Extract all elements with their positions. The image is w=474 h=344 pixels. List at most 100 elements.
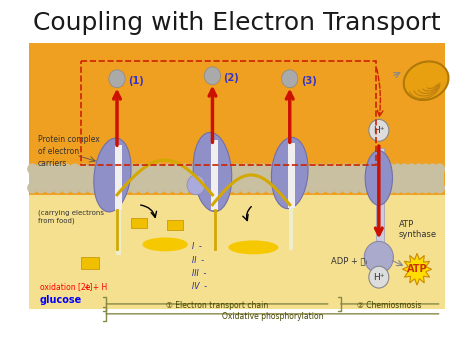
Bar [288,143,295,208]
Circle shape [369,266,389,288]
Circle shape [317,164,326,174]
Circle shape [198,164,207,174]
Circle shape [28,164,37,174]
Text: ADP + Ⓟᵢ: ADP + Ⓟᵢ [331,257,367,266]
Circle shape [325,164,334,174]
Circle shape [79,164,88,174]
Circle shape [155,164,164,174]
Circle shape [342,183,351,193]
Circle shape [79,183,88,193]
Text: Oxidative phosphorylation: Oxidative phosphorylation [222,312,323,321]
Circle shape [428,164,437,174]
Text: H⁺: H⁺ [373,273,384,282]
Bar [289,196,293,250]
Circle shape [240,183,249,193]
Circle shape [368,183,377,193]
Circle shape [368,164,377,174]
Circle shape [400,183,409,193]
Circle shape [232,183,241,193]
Circle shape [421,183,430,193]
Ellipse shape [193,132,232,212]
Circle shape [369,119,389,141]
Circle shape [121,164,130,174]
Circle shape [138,183,147,193]
Circle shape [54,183,63,193]
Text: ATP: ATP [407,264,428,274]
Circle shape [187,175,205,195]
Circle shape [198,183,207,193]
Circle shape [393,183,402,193]
Circle shape [172,183,182,193]
Circle shape [223,164,232,174]
Bar [376,148,384,257]
Circle shape [414,164,423,174]
Circle shape [54,164,63,174]
Bar [381,169,444,188]
Circle shape [283,183,292,193]
Ellipse shape [228,240,278,254]
Bar [81,257,99,269]
Circle shape [232,164,241,174]
Circle shape [386,183,395,193]
Circle shape [206,164,215,174]
Circle shape [45,183,54,193]
Circle shape [435,183,444,193]
Circle shape [257,183,266,193]
Circle shape [96,164,105,174]
Circle shape [96,183,105,193]
Circle shape [121,183,130,193]
Ellipse shape [94,138,131,212]
Circle shape [36,183,46,193]
Circle shape [181,183,190,193]
Bar [29,195,445,309]
Circle shape [28,183,37,193]
Bar [81,61,376,165]
Circle shape [351,164,360,174]
Circle shape [291,183,300,193]
Circle shape [172,164,182,174]
Bar [29,43,445,309]
Circle shape [359,183,368,193]
Circle shape [223,183,232,193]
Circle shape [359,164,368,174]
Circle shape [87,183,96,193]
Circle shape [215,183,224,193]
Circle shape [70,183,80,193]
Circle shape [274,183,283,193]
Bar [29,169,383,188]
Text: ATP
synthase: ATP synthase [399,220,437,239]
Circle shape [317,183,326,193]
Text: (3): (3) [301,76,316,86]
Circle shape [147,164,156,174]
Circle shape [249,164,258,174]
Circle shape [155,183,164,193]
Circle shape [138,164,147,174]
Circle shape [334,183,343,193]
Text: +]: +] [83,282,93,291]
Circle shape [130,183,139,193]
Bar [167,219,183,229]
Circle shape [342,164,351,174]
Circle shape [113,164,122,174]
Text: I  -
II  -
III  -
IV  -: I - II - III - IV - [192,243,208,291]
Circle shape [379,164,388,174]
Circle shape [300,183,309,193]
Circle shape [87,164,96,174]
Circle shape [45,164,54,174]
Circle shape [215,164,224,174]
Circle shape [428,183,437,193]
Text: ② Chemiosmosis: ② Chemiosmosis [357,301,422,310]
Circle shape [206,183,215,193]
Circle shape [249,183,258,193]
Circle shape [62,164,71,174]
Circle shape [113,183,122,193]
Circle shape [274,164,283,174]
Text: oxidation [2e + H: oxidation [2e + H [40,282,107,291]
Text: (1): (1) [128,76,144,86]
Circle shape [266,164,275,174]
Circle shape [104,183,113,193]
Circle shape [257,164,266,174]
Text: (2): (2) [223,73,239,83]
Circle shape [334,164,343,174]
Circle shape [291,164,300,174]
